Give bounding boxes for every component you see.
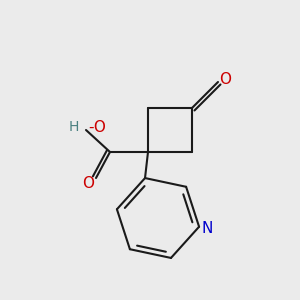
Text: O: O [82,176,94,191]
Text: H: H [69,120,79,134]
Text: -O: -O [88,119,106,134]
Text: N: N [201,221,213,236]
Text: O: O [219,71,231,86]
